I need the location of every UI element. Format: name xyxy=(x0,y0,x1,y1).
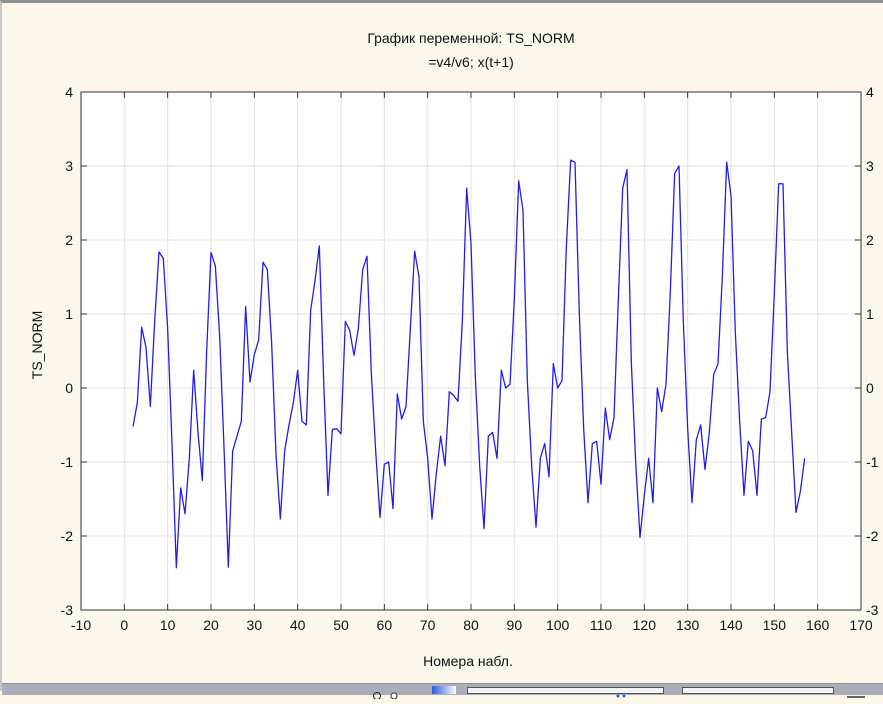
y-tick-label-right: 4 xyxy=(866,84,874,100)
y-tick-label-right: -1 xyxy=(866,454,879,470)
x-tick-label: 120 xyxy=(633,617,657,633)
y-tick-label-left: 0 xyxy=(65,380,73,396)
chart-title: График переменной: TS_NORM xyxy=(367,30,574,46)
x-tick-label: 160 xyxy=(806,617,830,633)
color-swatch-icon[interactable] xyxy=(432,686,456,694)
x-tick-label: -10 xyxy=(71,617,91,633)
tick-labels: -10 0 10 20 30 40 50 60 70 80 90 100 110 120 130 140 150… xyxy=(61,84,879,633)
y-tick-label-left: -1 xyxy=(61,454,74,470)
x-tick-label: 80 xyxy=(463,617,479,633)
status-bar xyxy=(2,683,883,700)
x-tick-label: 140 xyxy=(719,617,743,633)
y-tick-label-left: 2 xyxy=(65,232,73,248)
line-chart: -10 0 10 20 30 40 50 60 70 80 90 100 110 120 130 140 150… xyxy=(29,30,879,669)
y-tick-label-right: 0 xyxy=(866,380,874,396)
x-tick-label: 20 xyxy=(203,617,219,633)
x-tick-label: 110 xyxy=(590,617,613,633)
y-tick-label-left: -2 xyxy=(61,528,74,544)
scroll-end-icon[interactable] xyxy=(845,686,875,698)
y-tick-label-right: -2 xyxy=(866,528,879,544)
y-tick-label-left: -3 xyxy=(61,602,74,618)
axis-ticks xyxy=(80,91,862,611)
x-tick-label: 100 xyxy=(546,617,570,633)
x-axis-label: Номера набл. xyxy=(423,653,513,669)
y-axis-label: TS_NORM xyxy=(29,311,45,379)
y-tick-label-left: 4 xyxy=(65,84,73,100)
x-tick-label: 30 xyxy=(247,617,263,633)
x-tick-label: 60 xyxy=(377,617,393,633)
y-tick-label-left: 3 xyxy=(65,158,73,174)
x-tick-label: 150 xyxy=(763,617,787,633)
x-tick-label: 50 xyxy=(333,617,349,633)
x-tick-label: 70 xyxy=(420,617,436,633)
x-tick-label: 40 xyxy=(290,617,306,633)
y-tick-label-left: 1 xyxy=(65,306,73,322)
x-tick-label: 170 xyxy=(849,617,873,633)
x-tick-label: 0 xyxy=(120,617,128,633)
x-tick-label: 130 xyxy=(676,617,700,633)
y-tick-label-right: 2 xyxy=(866,232,874,248)
series-ts-norm xyxy=(132,159,806,569)
hand-icon[interactable] xyxy=(372,686,382,700)
y-tick-label-right: 1 xyxy=(866,306,874,322)
series-line xyxy=(132,159,806,569)
y-tick-label-right: 3 xyxy=(866,158,874,174)
zoom-icon[interactable] xyxy=(390,686,400,700)
chart-subtitle: =v4/v6; x(t+1) xyxy=(428,54,514,70)
x-tick-label: 90 xyxy=(507,617,523,633)
slider-marker-icon[interactable] xyxy=(614,686,628,698)
x-tick-label: 10 xyxy=(160,617,176,633)
y-tick-label-right: -3 xyxy=(866,602,879,618)
